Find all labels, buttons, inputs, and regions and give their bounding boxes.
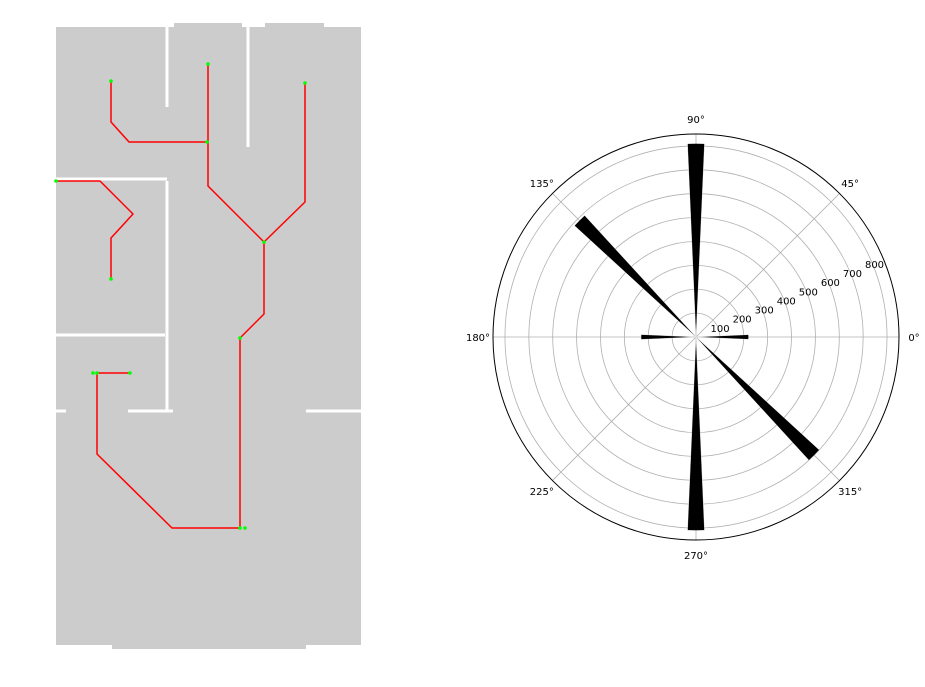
waypoint-marker [238, 336, 242, 340]
polar-bar [640, 334, 697, 340]
r-tick-label: 200 [733, 315, 752, 326]
angular-gridline [695, 193, 840, 338]
polar-tick-labels: 0° 45° 90° 135° 180° 225° 270° 315° 100200300400… [466, 115, 920, 562]
route-path [56, 180, 134, 279]
theta-tick-label: 45° [841, 179, 859, 190]
waypoint-marker [128, 371, 132, 375]
waypoint-marker [243, 526, 247, 530]
floor-plan [54, 23, 361, 649]
route-path [207, 64, 306, 243]
waypoint-marker [238, 526, 242, 530]
r-tick-label: 300 [755, 306, 774, 317]
waypoint-marker [95, 371, 99, 375]
floor-region [265, 23, 324, 29]
theta-tick-label: 0° [908, 333, 919, 344]
polar-outline [492, 133, 900, 541]
route-path [96, 242, 265, 529]
r-tick-label: 800 [865, 260, 884, 271]
theta-tick-label: 135° [530, 179, 554, 190]
theta-tick-label: 90° [687, 115, 705, 126]
polar-bars [574, 143, 820, 531]
waypoint-marker [54, 179, 58, 183]
route-paths [56, 64, 306, 529]
theta-tick-label: 225° [530, 487, 554, 498]
angular-gridline [552, 336, 697, 481]
waypoint-marker [109, 277, 113, 281]
polar-bar [695, 336, 820, 461]
route-waypoints [54, 62, 307, 530]
r-tick-label: 500 [799, 287, 818, 298]
theta-tick-label: 270° [684, 551, 708, 562]
r-tick-label: 100 [711, 324, 730, 335]
waypoint-marker [91, 371, 95, 375]
r-tick-label: 600 [821, 278, 840, 289]
waypoint-marker [303, 81, 307, 85]
polar-bar [687, 336, 705, 531]
floor-region [112, 640, 306, 649]
polar-bar [695, 334, 749, 340]
theta-tick-label: 180° [466, 333, 490, 344]
polar-bar [574, 215, 697, 338]
r-tick-label: 700 [843, 269, 862, 280]
waypoint-marker [262, 240, 266, 244]
route-path [110, 81, 207, 143]
r-tick-label: 400 [777, 296, 796, 307]
walls [56, 27, 361, 413]
floor-region [174, 23, 242, 29]
waypoint-marker [109, 79, 113, 83]
theta-tick-label: 315° [838, 487, 862, 498]
waypoint-marker [205, 140, 209, 144]
polar-bar-chart: 0° 45° 90° 135° 180° 225° 270° 315° 100200300400… [466, 115, 920, 562]
polar-bar [687, 143, 705, 338]
waypoint-marker [206, 62, 210, 66]
